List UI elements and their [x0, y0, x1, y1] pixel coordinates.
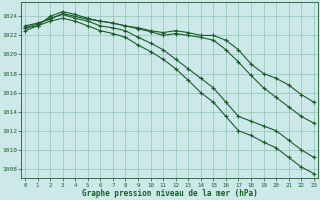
X-axis label: Graphe pression niveau de la mer (hPa): Graphe pression niveau de la mer (hPa) — [82, 189, 257, 198]
